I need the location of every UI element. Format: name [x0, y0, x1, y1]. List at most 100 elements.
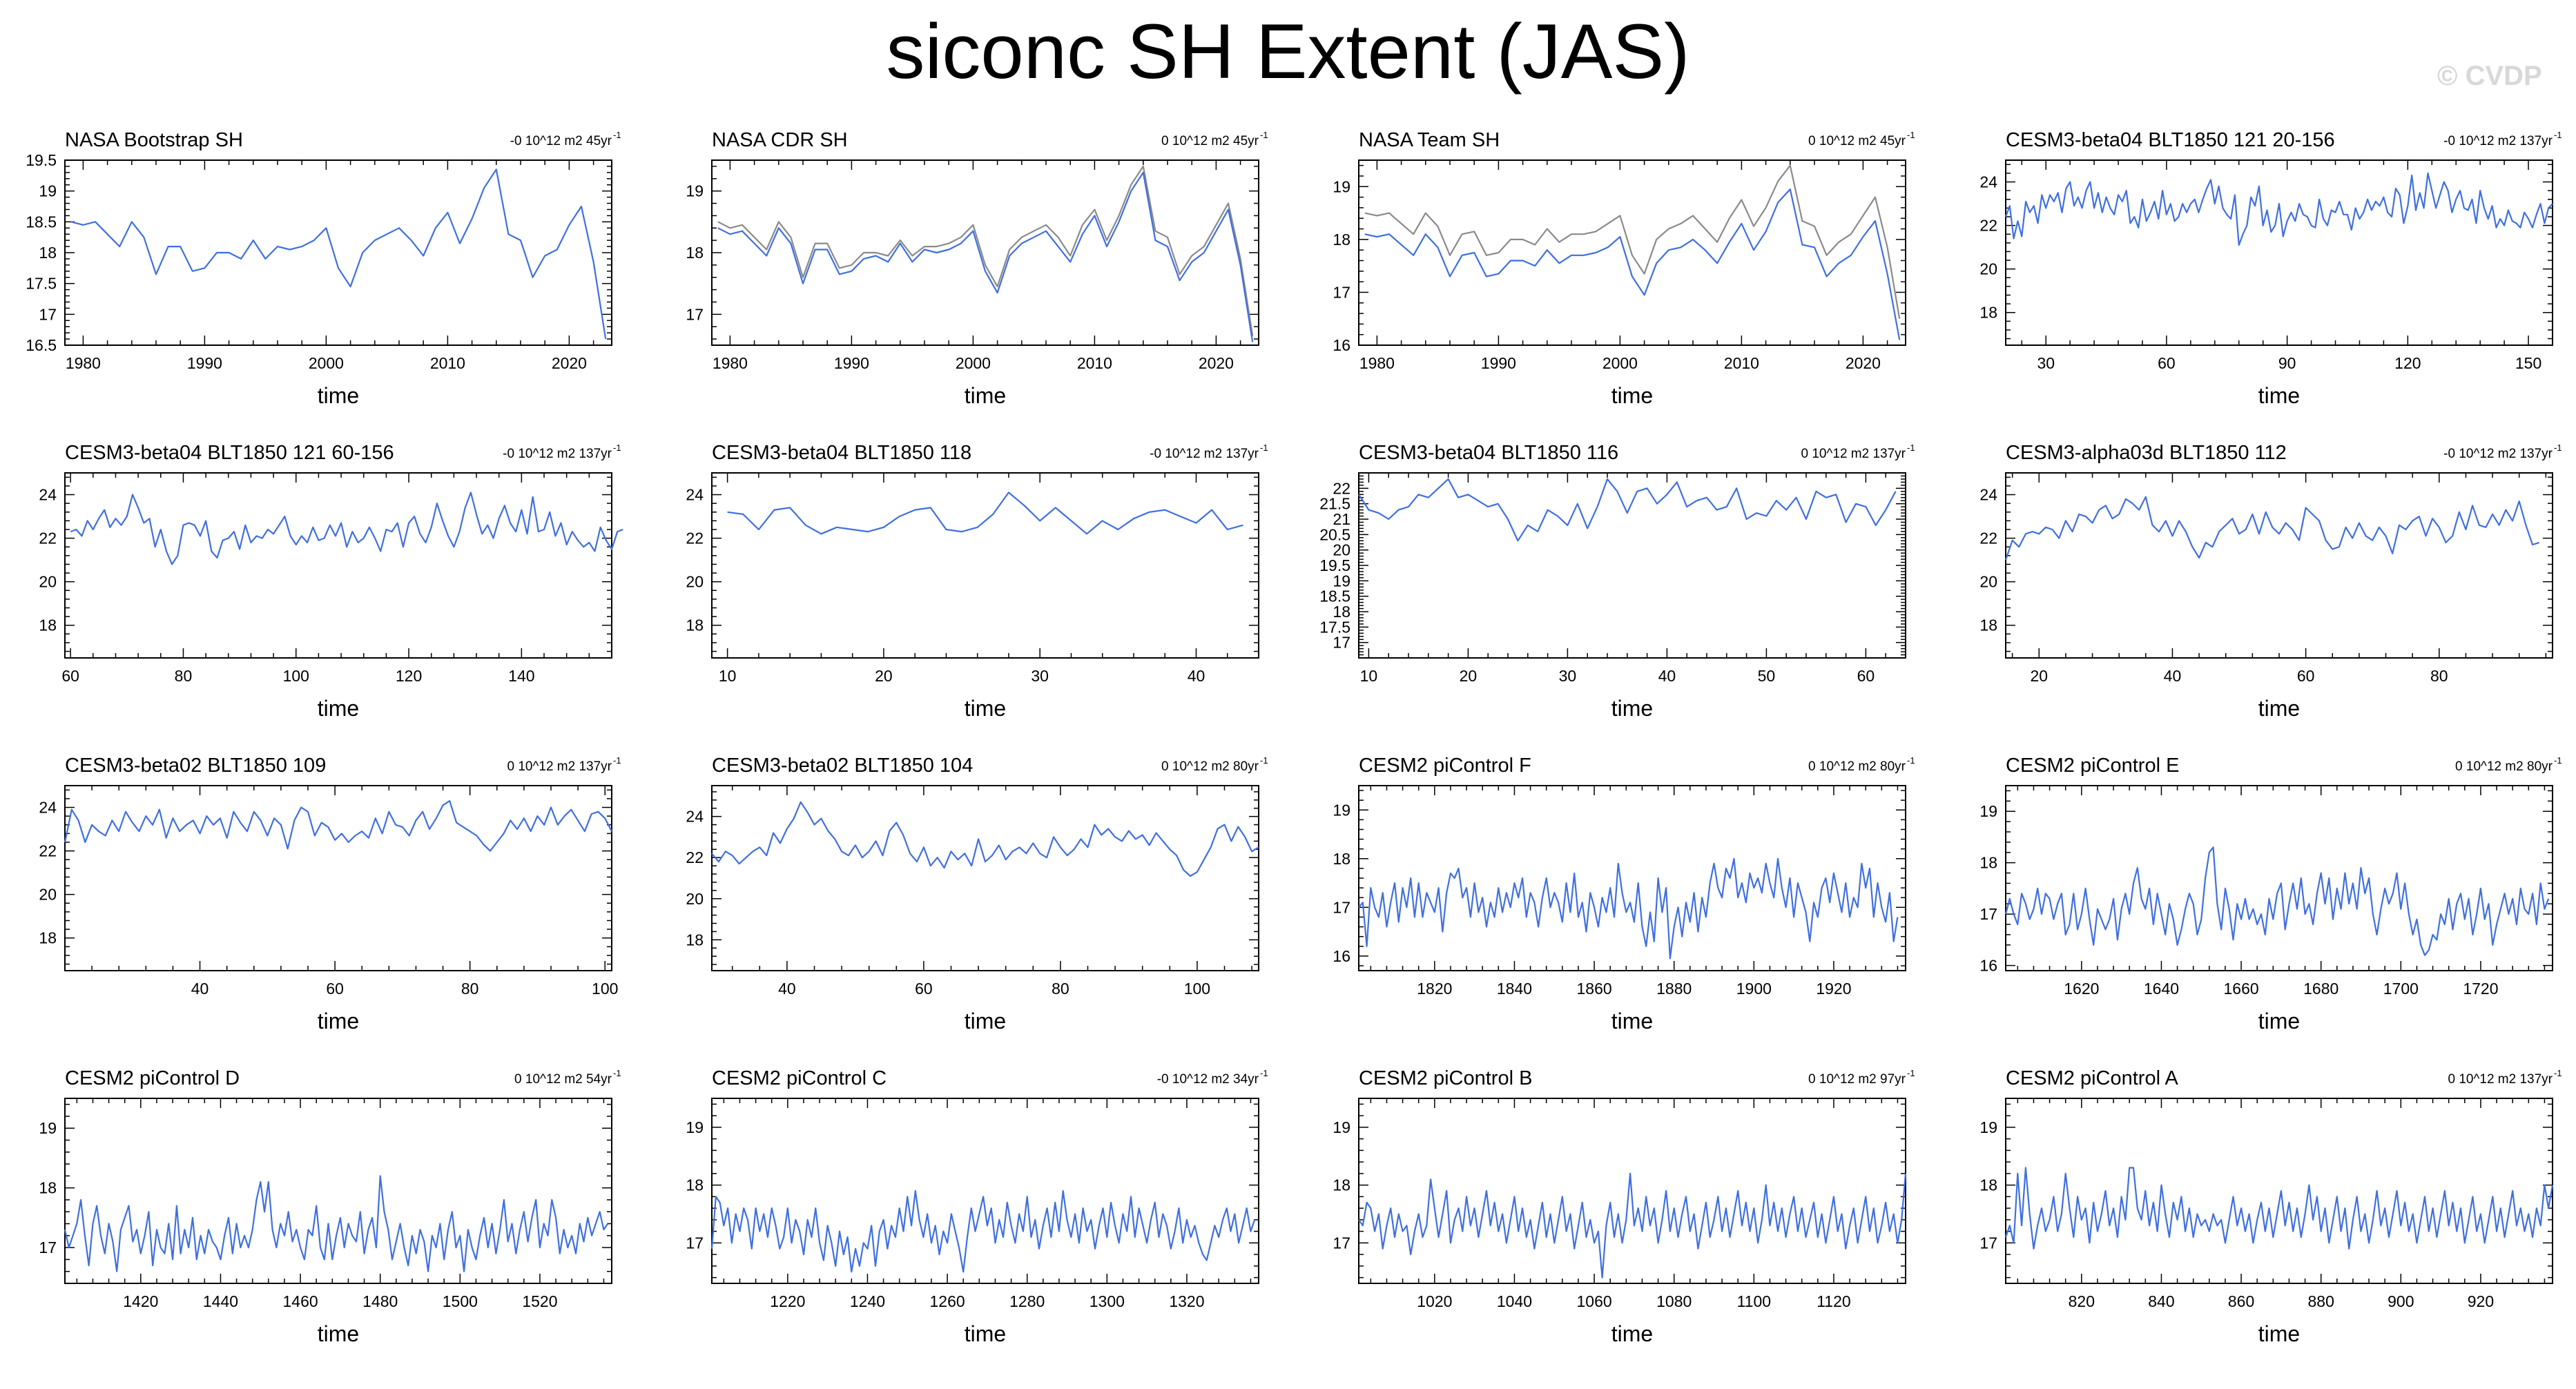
- trend-label: -0 10^12 m2 45yr: [510, 134, 612, 148]
- y-tick-label: 19: [1333, 572, 1350, 590]
- trend-label: 0 10^12 m2 54yr: [514, 1072, 612, 1087]
- y-tick-label: 17: [1333, 634, 1350, 652]
- y-tick-label: 19: [1979, 802, 1997, 820]
- plot-frame: [711, 472, 1259, 659]
- y-tick-label: 18: [686, 616, 704, 634]
- x-tick-label: 60: [61, 667, 79, 685]
- trend-label: 0 10^12 m2 45yr: [1808, 134, 1906, 148]
- y-tick-label: 22: [1333, 479, 1350, 497]
- panel-title: CESM3-alpha03d BLT1850 112: [2006, 442, 2287, 464]
- x-tick-label: 1860: [1576, 980, 1611, 998]
- plot-frame: [2005, 159, 2553, 346]
- x-tick-label: 30: [2037, 354, 2055, 372]
- plot-frame: [64, 1098, 612, 1284]
- x-tick-label: 10: [1360, 667, 1378, 685]
- x-tick-label: 1920: [1816, 980, 1851, 998]
- trend-label: 0 10^12 m2 97yr: [1808, 1072, 1906, 1087]
- y-tick-label: 20: [686, 890, 704, 908]
- y-tick-label: 18: [39, 1179, 57, 1197]
- panel-title: CESM2 piControl D: [65, 1067, 240, 1089]
- panel-title: CESM3-beta02 BLT1850 109: [65, 755, 326, 777]
- x-tick-label: 30: [1559, 667, 1577, 685]
- x-tick-label: 1040: [1497, 1292, 1532, 1310]
- y-tick-label: 18.5: [26, 213, 57, 231]
- series-line: [2004, 172, 2553, 246]
- y-tick-label: 24: [1979, 173, 1997, 191]
- y-tick-label: 22: [39, 842, 57, 860]
- x-tick-label: 2020: [552, 354, 587, 372]
- y-tick-label: 18: [1333, 231, 1350, 249]
- y-tick-label: 20: [686, 573, 704, 591]
- y-tick-label: 17: [39, 1239, 57, 1256]
- series-line: [64, 799, 612, 852]
- x-tick-label: 1080: [1656, 1292, 1692, 1310]
- x-tick-label: 1420: [123, 1292, 158, 1310]
- plot-frame: [711, 1098, 1259, 1284]
- y-tick-label: 20: [1979, 260, 1997, 278]
- x-tick-label: 60: [1857, 667, 1875, 685]
- plot-frame: [2005, 785, 2553, 971]
- x-tick-label: 1440: [203, 1292, 238, 1310]
- x-tick-label: 840: [2148, 1292, 2174, 1310]
- x-tick-label: 120: [396, 667, 422, 685]
- x-tick-label: 80: [175, 667, 193, 685]
- x-tick-label: 2000: [309, 354, 344, 372]
- series-line: [2004, 846, 2550, 956]
- plot-frame: [1358, 159, 1906, 346]
- y-tick-label: 24: [686, 808, 704, 826]
- y-tick-label: 24: [39, 486, 57, 504]
- x-tick-label: 1990: [187, 354, 222, 372]
- y-tick-label: 19: [1333, 1118, 1350, 1136]
- series-line: [1358, 1172, 1907, 1279]
- x-tick-label: 100: [283, 667, 309, 685]
- panel-title: CESM3-beta04 BLT1850 118: [712, 442, 971, 464]
- x-tick-label: 920: [2468, 1292, 2494, 1310]
- x-tick-label: 900: [2388, 1292, 2414, 1310]
- y-tick-label: 24: [686, 486, 704, 504]
- y-tick-label: 17: [686, 305, 704, 323]
- trend-unit-exponent: -1: [1907, 443, 1915, 453]
- y-tick-label: 19: [39, 1119, 57, 1137]
- x-axis-label: time: [2258, 696, 2300, 721]
- y-tick-label: 18: [39, 616, 57, 634]
- x-tick-label: 1900: [1736, 980, 1772, 998]
- y-tick-label: 17: [686, 1234, 704, 1252]
- trend-unit-exponent: -1: [1907, 130, 1915, 140]
- x-tick-label: 1100: [1737, 1292, 1771, 1310]
- x-tick-label: 1820: [1417, 980, 1452, 998]
- x-axis-label: time: [318, 383, 359, 408]
- x-axis-label: time: [965, 383, 1006, 408]
- page-title: siconc SH Extent (JAS): [886, 8, 1690, 95]
- trend-unit-exponent: -1: [2554, 1068, 2562, 1078]
- y-tick-label: 18: [1979, 304, 1997, 322]
- y-tick-label: 20: [39, 573, 57, 591]
- y-tick-label: 21.5: [1319, 495, 1350, 513]
- y-tick-label: 18: [1333, 603, 1350, 621]
- trend-unit-exponent: -1: [613, 755, 621, 766]
- y-tick-label: 16: [1333, 336, 1350, 354]
- x-axis-label: time: [1611, 696, 1653, 721]
- x-tick-label: 1320: [1169, 1292, 1204, 1310]
- x-axis-label: time: [965, 696, 1006, 721]
- series-line-reference: [1364, 164, 1901, 319]
- y-tick-label: 16: [1979, 957, 1997, 975]
- x-tick-label: 1260: [929, 1292, 965, 1310]
- trend-label: -0 10^12 m2 34yr: [1157, 1072, 1259, 1087]
- x-tick-label: 1990: [1481, 354, 1516, 372]
- series-line: [1358, 857, 1899, 960]
- series-line: [2004, 496, 2540, 561]
- trend-unit-exponent: -1: [613, 443, 621, 453]
- x-tick-label: 1660: [2223, 980, 2258, 998]
- x-axis-label: time: [318, 696, 359, 721]
- y-tick-label: 16: [1333, 947, 1350, 965]
- trend-unit-exponent: -1: [1260, 1068, 1268, 1078]
- y-tick-label: 18: [686, 1176, 704, 1194]
- y-tick-label: 22: [1979, 217, 1997, 235]
